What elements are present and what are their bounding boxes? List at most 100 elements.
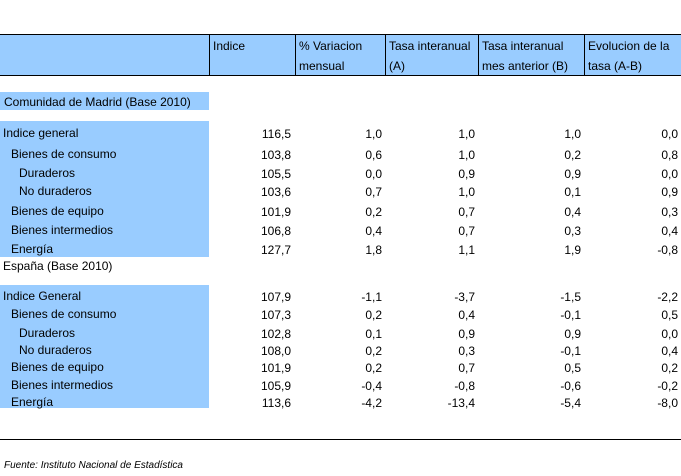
row-label: No duraderos: [19, 343, 92, 357]
row-label: Bienes intermedios: [11, 223, 114, 237]
indice-value: 113,6: [261, 396, 291, 410]
row-label: Bienes intermedios: [11, 378, 114, 392]
tasa-a-value: 0,7: [458, 361, 475, 375]
evolucion-value: 0,0: [661, 127, 678, 141]
row-label: Bienes de consumo: [11, 147, 117, 161]
table-row: No duraderos 103,6 0,7 1,0 0,1 0,9: [0, 182, 681, 200]
variacion-mensual-value: -0,4: [361, 379, 382, 393]
tasa-b-value: 0,3: [564, 224, 581, 238]
evolucion-value: -8,0: [657, 396, 678, 410]
espana-labels-background: [0, 285, 209, 408]
header-evolucion-tasa: Evolucion de la tasa (A-B): [584, 35, 681, 75]
tasa-b-value: 1,9: [564, 243, 581, 257]
tasa-a-value: 0,3: [458, 344, 475, 358]
indice-value: 107,9: [260, 290, 291, 304]
header-indice: Indice: [209, 35, 295, 75]
tasa-b-value: 0,4: [564, 205, 581, 219]
variacion-mensual-value: 1,8: [365, 243, 382, 257]
indice-value: 101,9: [260, 205, 291, 219]
variacion-mensual-value: 0,7: [365, 185, 382, 199]
table-row: Indice General 107,9 -1,1 -3,7 -1,5 -2,2: [0, 287, 681, 305]
header-blank-cell: [0, 35, 209, 75]
tasa-b-value: -1,5: [560, 290, 581, 304]
table-row: Indice general 116,5 1,0 1,0 1,0 0,0: [0, 124, 681, 142]
tasa-a-value: 1,0: [458, 127, 475, 141]
tasa-b-value: -0,6: [560, 379, 581, 393]
variacion-mensual-value: 0,1: [365, 327, 382, 341]
tasa-a-value: -0,8: [454, 379, 475, 393]
tasa-b-value: -5,4: [560, 396, 581, 410]
evolucion-value: -2,2: [657, 290, 678, 304]
table-row: Bienes de equipo 101,9 0,2 0,7 0,5 0,2: [0, 358, 681, 376]
indice-value: 107,3: [260, 308, 291, 322]
tasa-a-value: 0,7: [458, 224, 475, 238]
tasa-b-value: 0,5: [564, 361, 581, 375]
indice-value: 103,8: [260, 148, 291, 162]
table-row: Bienes de equipo 101,9 0,2 0,7 0,4 0,3: [0, 202, 681, 220]
table-row: Bienes de consumo 103,8 0,6 1,0 0,2 0,8: [0, 145, 681, 163]
row-label: Indice General: [3, 289, 82, 303]
row-label: Duraderos: [19, 326, 76, 340]
indice-value: 108,0: [260, 344, 291, 358]
row-label: No duraderos: [19, 184, 92, 198]
tasa-a-value: 0,9: [458, 167, 475, 181]
row-label: Bienes de equipo: [11, 204, 104, 218]
evolucion-value: 0,4: [661, 344, 678, 358]
evolucion-value: 0,9: [661, 185, 678, 199]
indice-value: 101,9: [260, 361, 291, 375]
variacion-mensual-value: 1,0: [365, 127, 382, 141]
header-variacion-mensual: % Variacion mensual: [295, 35, 385, 75]
indice-value: 102,8: [260, 327, 291, 341]
tasa-a-value: -3,7: [454, 290, 475, 304]
evolucion-value: 0,5: [661, 308, 678, 322]
row-label: Energía: [11, 395, 54, 409]
indice-value: 127,7: [260, 243, 291, 257]
tasa-a-value: 1,0: [458, 148, 475, 162]
tasa-b-value: 1,0: [564, 127, 581, 141]
tasa-a-value: -13,4: [447, 396, 475, 410]
evolucion-value: 0,2: [661, 361, 678, 375]
evolucion-value: -0,2: [657, 379, 678, 393]
table-bottom-rule: [0, 439, 681, 440]
row-label: Energía: [11, 242, 54, 256]
tasa-a-value: 0,7: [458, 205, 475, 219]
variacion-mensual-value: 0,2: [365, 205, 382, 219]
tasa-b-value: -0,1: [560, 308, 581, 322]
header-tasa-interanual-a: Tasa interanual (A): [385, 35, 478, 75]
row-label: Duraderos: [19, 166, 76, 180]
table-row: Bienes intermedios 105,9 -0,4 -0,8 -0,6 -0,2: [0, 376, 681, 394]
madrid-labels-background: [0, 121, 209, 257]
variacion-mensual-value: 0,2: [365, 308, 382, 322]
table-row: Duraderos 102,8 0,1 0,9 0,9 0,0: [0, 324, 681, 342]
evolucion-value: 0,4: [661, 224, 678, 238]
tasa-a-value: 1,1: [458, 243, 475, 257]
indice-value: 116,5: [261, 127, 291, 141]
evolucion-value: 0,8: [661, 148, 678, 162]
evolucion-value: 0,0: [661, 167, 678, 181]
tasa-b-value: 0,9: [564, 167, 581, 181]
variacion-mensual-value: 0,2: [365, 344, 382, 358]
table-header: Indice % Variacion mensual Tasa interanu…: [0, 34, 681, 76]
section-title-madrid: Comunidad de Madrid (Base 2010): [4, 95, 191, 109]
table-row: Energía 113,6 -4,2 -13,4 -5,4 -8,0: [0, 393, 681, 411]
madrid-title-background: [0, 92, 209, 110]
table-row: Bienes de consumo 107,3 0,2 0,4 -0,1 0,5: [0, 305, 681, 323]
section-title-espana: España (Base 2010): [3, 259, 113, 273]
indice-value: 105,5: [260, 167, 291, 181]
indice-value: 103,6: [260, 185, 291, 199]
tasa-a-value: 0,9: [458, 327, 475, 341]
table-row: Bienes intermedios 106,8 0,4 0,7 0,3 0,4: [0, 221, 681, 239]
tasa-a-value: 1,0: [458, 185, 475, 199]
header-tasa-interanual-b: Tasa interanual mes anterior (B): [478, 35, 584, 75]
row-label: Bienes de consumo: [11, 307, 117, 321]
tasa-b-value: 0,1: [564, 185, 581, 199]
indice-value: 106,8: [260, 224, 291, 238]
table-row: No duraderos 108,0 0,2 0,3 -0,1 0,4: [0, 341, 681, 359]
tasa-b-value: 0,2: [564, 148, 581, 162]
indice-value: 105,9: [260, 379, 291, 393]
evolucion-value: 0,0: [661, 327, 678, 341]
variacion-mensual-value: 0,6: [365, 148, 382, 162]
tasa-b-value: -0,1: [560, 344, 581, 358]
tasa-a-value: 0,4: [458, 308, 475, 322]
source-note: Fuente: Instituto Nacional de Estadístic…: [4, 460, 183, 471]
